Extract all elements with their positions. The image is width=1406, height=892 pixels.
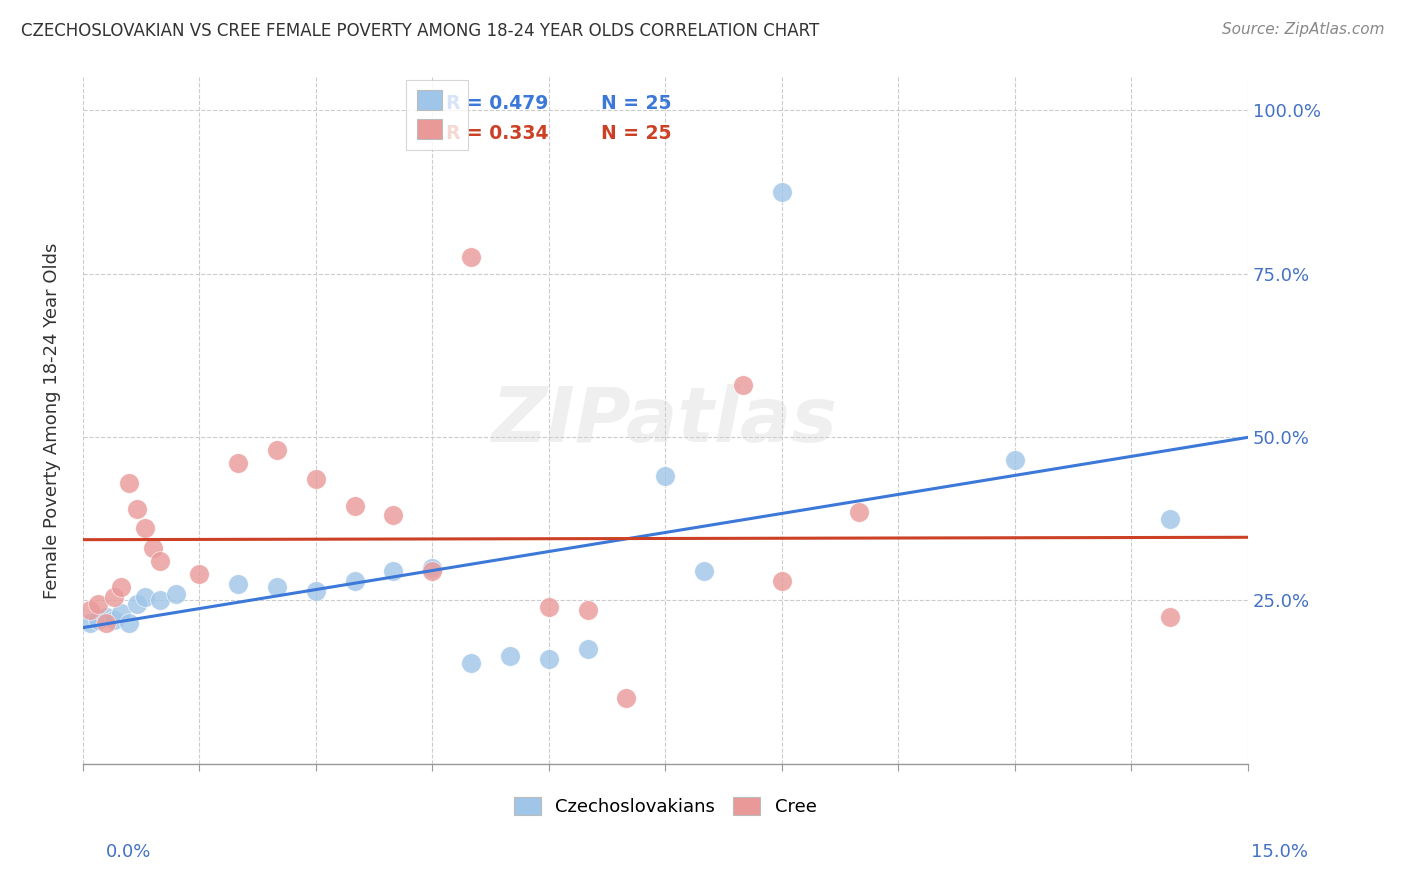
Point [693, 564, 716, 578]
Point [142, 541, 165, 555]
Text: N = 25: N = 25 [602, 94, 672, 113]
Point [576, 603, 599, 617]
Point [616, 691, 638, 706]
Point [226, 577, 249, 591]
Point [226, 456, 249, 470]
Text: N = 25: N = 25 [602, 124, 672, 144]
Point [165, 587, 187, 601]
Point [125, 597, 148, 611]
Point [382, 508, 405, 523]
Point [848, 505, 870, 519]
Point [94, 616, 117, 631]
Text: R = 0.334: R = 0.334 [446, 124, 548, 144]
Point [343, 499, 366, 513]
Text: R = 0.479: R = 0.479 [446, 94, 548, 113]
Point [103, 590, 125, 604]
Point [576, 642, 599, 657]
Point [770, 185, 793, 199]
Point [87, 613, 110, 627]
Legend: Czechoslovakians, Cree: Czechoslovakians, Cree [506, 789, 824, 823]
Point [94, 609, 117, 624]
Point [382, 564, 405, 578]
Point [149, 554, 172, 568]
Point [499, 648, 522, 663]
Text: 0.0%: 0.0% [105, 843, 150, 861]
Point [110, 580, 132, 594]
Point [343, 574, 366, 588]
Text: CZECHOSLOVAKIAN VS CREE FEMALE POVERTY AMONG 18-24 YEAR OLDS CORRELATION CHART: CZECHOSLOVAKIAN VS CREE FEMALE POVERTY A… [21, 22, 820, 40]
Point [134, 521, 156, 535]
Point [110, 607, 132, 621]
Point [149, 593, 172, 607]
Point [188, 567, 211, 582]
Text: Source: ZipAtlas.com: Source: ZipAtlas.com [1222, 22, 1385, 37]
Point [103, 613, 125, 627]
Point [420, 560, 443, 574]
Point [731, 377, 754, 392]
Text: ZIPatlas: ZIPatlas [492, 384, 838, 458]
Point [266, 443, 288, 458]
Point [87, 597, 110, 611]
Point [125, 501, 148, 516]
Point [305, 583, 328, 598]
Point [420, 564, 443, 578]
Point [654, 469, 676, 483]
Point [1159, 511, 1181, 525]
Point [79, 616, 101, 631]
Point [134, 590, 156, 604]
Text: 15.0%: 15.0% [1250, 843, 1308, 861]
Point [1004, 453, 1026, 467]
Point [305, 473, 328, 487]
Point [266, 580, 288, 594]
Point [460, 656, 482, 670]
Point [537, 599, 560, 614]
Y-axis label: Female Poverty Among 18-24 Year Olds: Female Poverty Among 18-24 Year Olds [44, 243, 60, 599]
Point [1159, 609, 1181, 624]
Point [537, 652, 560, 666]
Point [79, 603, 101, 617]
Point [118, 475, 141, 490]
Point [770, 574, 793, 588]
Point [118, 616, 141, 631]
Point [460, 250, 482, 264]
